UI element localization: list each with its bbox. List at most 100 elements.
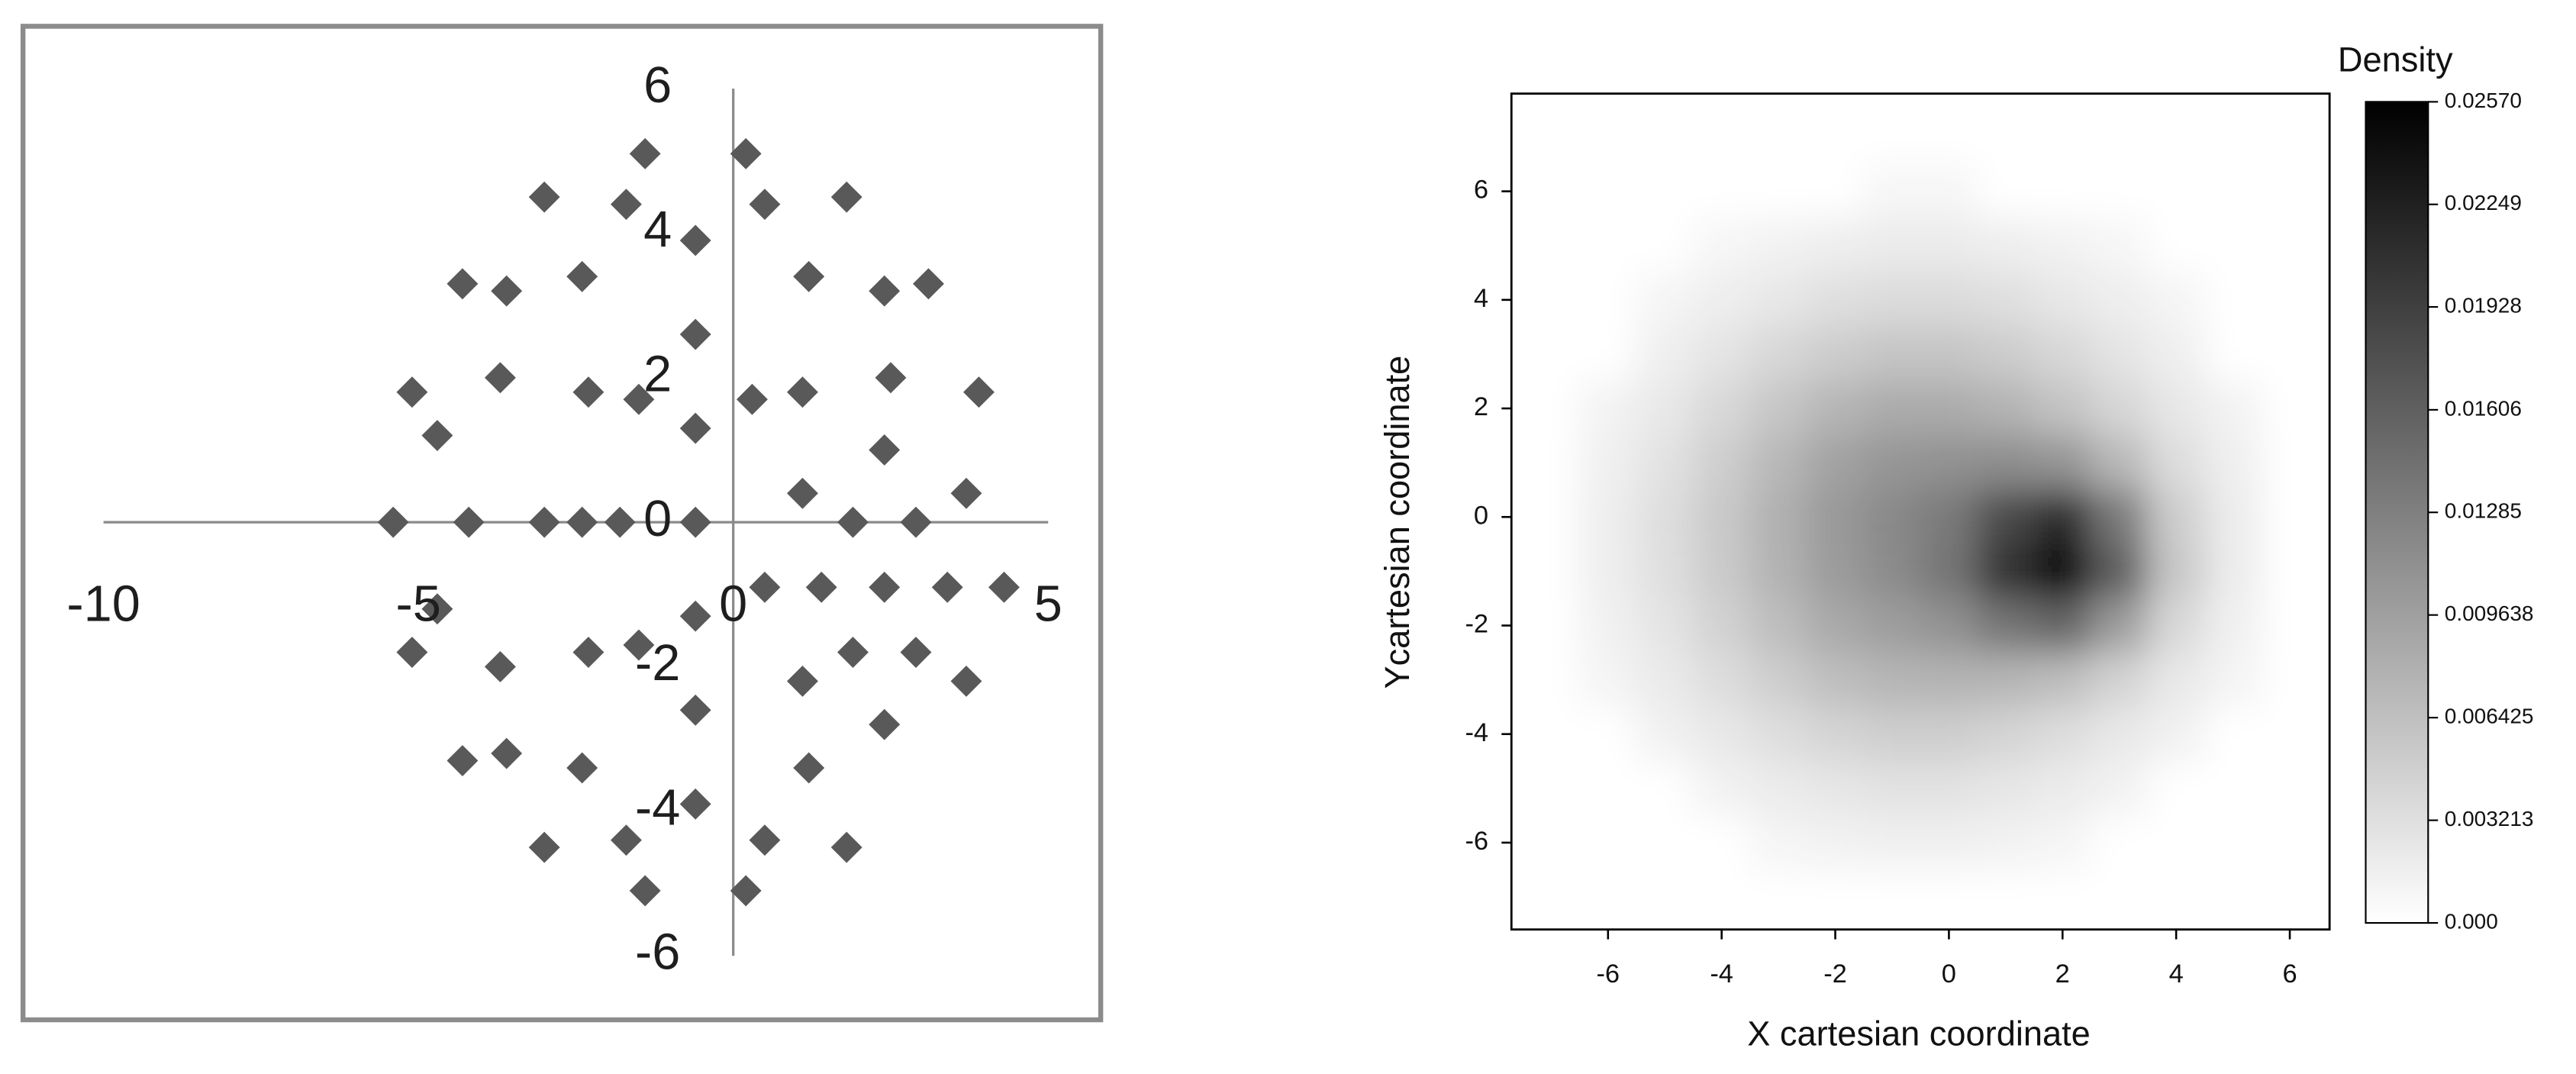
point xyxy=(869,708,901,740)
density-cell xyxy=(1977,598,2036,654)
density-cell xyxy=(2034,381,2092,437)
density-cell xyxy=(1807,869,1865,925)
density-cell xyxy=(1920,707,1978,763)
density-cell xyxy=(2261,653,2320,708)
density-cell xyxy=(2147,327,2206,382)
density-cell xyxy=(1863,435,1922,492)
y-tick-label: 6 xyxy=(1474,176,1488,205)
density-cell xyxy=(1749,489,1808,546)
density-cell xyxy=(2204,164,2263,220)
density-cell xyxy=(1920,218,1978,274)
x-tick-label: 0 xyxy=(719,576,747,633)
density-cell xyxy=(1977,653,2036,708)
density-cell xyxy=(1807,218,1865,274)
density-cell xyxy=(1863,653,1922,708)
colorbar-tick-label: 0.009638 xyxy=(2445,602,2534,625)
density-cell xyxy=(2091,815,2149,871)
density-cell xyxy=(1920,653,1978,708)
density-cell xyxy=(2034,164,2092,220)
density-cell xyxy=(1693,109,1752,166)
density-cell xyxy=(1863,761,1922,817)
point xyxy=(950,665,982,697)
density-cell xyxy=(2204,707,2263,763)
density-cell xyxy=(2034,273,2092,328)
density-cell xyxy=(2034,109,2092,166)
x-tick-label: -6 xyxy=(1596,960,1620,989)
density-cell xyxy=(1749,218,1808,274)
density-cell xyxy=(1807,435,1865,492)
x-tick-label: -10 xyxy=(66,576,140,633)
density-cell xyxy=(2261,869,2320,925)
density-cell xyxy=(1807,761,1865,817)
density-cell xyxy=(1920,761,1978,817)
density-cell xyxy=(2261,164,2320,220)
density-cell xyxy=(1807,653,1865,708)
density-cell xyxy=(1749,543,1808,600)
density-cell xyxy=(1863,164,1922,220)
point xyxy=(869,571,901,603)
density-cell xyxy=(2147,273,2206,328)
point xyxy=(730,875,762,907)
point xyxy=(869,434,901,466)
density-cell xyxy=(2261,707,2320,763)
density-cell xyxy=(2091,489,2149,546)
y-tick-label: 4 xyxy=(643,202,672,258)
density-cell xyxy=(1920,381,1978,437)
density-cell xyxy=(2204,598,2263,654)
y-tick-label: -6 xyxy=(1465,827,1488,856)
density-cell xyxy=(1977,869,2036,925)
density-cell xyxy=(1807,273,1865,328)
point xyxy=(830,831,862,863)
density-cell xyxy=(2204,869,2263,925)
density-cell xyxy=(1693,381,1752,437)
density-cell xyxy=(1693,653,1752,708)
point xyxy=(787,665,818,697)
density-cell xyxy=(2147,707,2206,763)
density-cell xyxy=(2147,869,2206,925)
colorbar-label: Density xyxy=(2338,40,2453,79)
heatmap xyxy=(1511,93,2330,930)
density-cell xyxy=(1579,707,1638,763)
density-cell xyxy=(1807,327,1865,382)
density-cell xyxy=(2091,381,2149,437)
density-cell xyxy=(1749,164,1808,220)
density-cell xyxy=(1863,327,1922,382)
x-axis-label: X cartesian coordinate xyxy=(1747,1014,2091,1053)
density-cell xyxy=(2204,815,2263,871)
density-cell xyxy=(1523,815,1581,871)
density-cell xyxy=(1693,435,1752,492)
y-tick-label: -4 xyxy=(635,779,680,836)
x-tick-label: 6 xyxy=(2282,960,2297,989)
density-cell xyxy=(2204,435,2263,492)
point xyxy=(793,752,825,784)
density-cell xyxy=(2261,489,2320,546)
x-tick-label: -5 xyxy=(395,576,440,633)
density-cell xyxy=(1693,869,1752,925)
density-cell xyxy=(1693,164,1752,220)
density-cell xyxy=(2261,273,2320,328)
density-cell xyxy=(1579,218,1638,274)
point xyxy=(447,745,479,776)
point xyxy=(988,571,1020,603)
density-cell xyxy=(1863,869,1922,925)
density-cell xyxy=(2204,327,2263,382)
density-cell xyxy=(2261,598,2320,654)
density-cell xyxy=(1636,707,1694,763)
density-cell xyxy=(1863,273,1922,328)
density-cell xyxy=(2034,598,2092,654)
density-cell xyxy=(1636,761,1694,817)
density-cell xyxy=(1749,381,1808,437)
point xyxy=(421,420,453,451)
density-cell xyxy=(2204,218,2263,274)
density-cell xyxy=(2091,327,2149,382)
density-cell xyxy=(1523,273,1581,328)
point xyxy=(787,477,818,509)
y-tick-label: -2 xyxy=(635,635,680,692)
y-tick-label: 2 xyxy=(1474,392,1488,421)
density-cell xyxy=(2091,273,2149,328)
density-cell xyxy=(1749,707,1808,763)
density-cell xyxy=(2034,761,2092,817)
density-cell xyxy=(1977,164,2036,220)
density-cell xyxy=(1749,815,1808,871)
density-cell xyxy=(2034,869,2092,925)
